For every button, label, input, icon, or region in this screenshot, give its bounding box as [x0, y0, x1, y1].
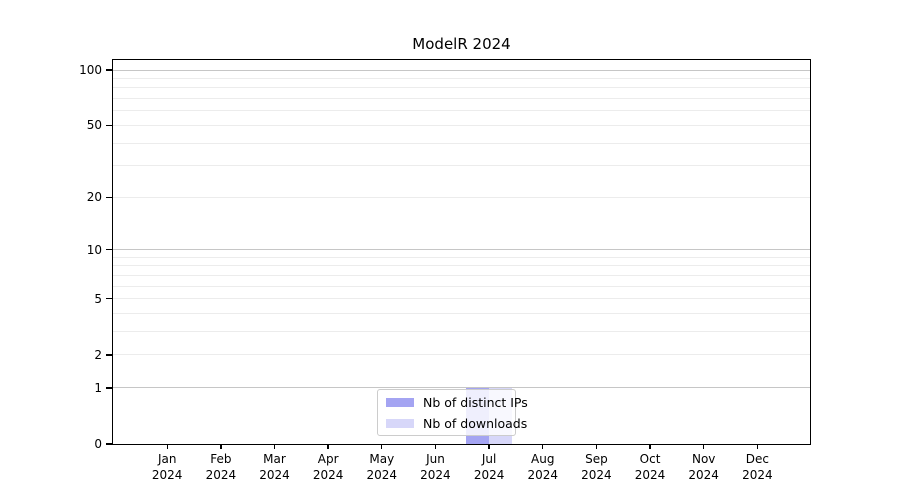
x-tick-month: Feb [210, 452, 232, 466]
y-tick-mark [106, 69, 112, 71]
x-tick-mark [273, 444, 276, 449]
gridline-minor [113, 274, 810, 276]
x-tick-label: Feb 2024 [189, 451, 253, 483]
x-tick-label: May 2024 [350, 451, 414, 483]
legend: Nb of distinct IPs Nb of downloads [377, 389, 528, 436]
x-tick-label: Dec 2024 [725, 451, 789, 483]
y-tick-label: 0 [94, 437, 102, 451]
plot-area: Nb of distinct IPs Nb of downloads [113, 60, 810, 444]
gridline-minor [113, 256, 810, 258]
gridline-minor [113, 142, 810, 144]
x-tick-month: Apr [317, 452, 339, 466]
x-tick-mark [327, 444, 329, 449]
x-tick-month: Dec [745, 452, 769, 466]
y-tick-label: 10 [86, 242, 102, 257]
x-tick-label: Nov 2024 [672, 451, 736, 483]
y-tick-label: 50 [86, 118, 102, 133]
legend-row: Nb of downloads [386, 416, 527, 431]
gridline-minor [113, 285, 810, 287]
legend-label: Nb of distinct IPs [423, 394, 528, 410]
x-tick-month: Nov [691, 452, 716, 466]
gridline-minor [113, 331, 810, 333]
x-tick-year: 2024 [259, 468, 290, 482]
x-tick-mark [220, 444, 222, 449]
x-tick-year: 2024 [205, 468, 237, 482]
y-tick-mark [106, 124, 112, 127]
x-tick-mark [703, 444, 705, 449]
x-tick-mark [595, 444, 598, 449]
x-tick-year: 2024 [527, 468, 559, 482]
x-tick-mark [434, 444, 437, 449]
x-tick-label: Apr 2024 [296, 451, 360, 483]
gridline-major [113, 69, 810, 71]
x-tick-label: Sep 2024 [564, 451, 628, 483]
x-tick-year: 2024 [634, 468, 666, 482]
gridline-minor [113, 77, 810, 79]
y-tick-label: 5 [94, 291, 102, 306]
y-tick-mark [106, 354, 112, 356]
legend-label: Nb of downloads [423, 415, 528, 431]
x-tick-month: Oct [639, 452, 661, 466]
x-tick-label: Jul 2024 [457, 451, 521, 483]
gridline-minor [113, 265, 810, 267]
x-tick-year: 2024 [420, 468, 451, 482]
gridline-minor [113, 124, 810, 126]
gridline-minor [113, 298, 810, 300]
gridline-minor [113, 196, 810, 198]
legend-swatch [386, 397, 414, 407]
x-tick-mark [649, 444, 651, 449]
y-tick-label: 20 [86, 190, 102, 205]
x-tick-year: 2024 [312, 468, 344, 482]
x-tick-year: 2024 [581, 468, 612, 482]
x-tick-year: 2024 [366, 468, 398, 482]
gridline-minor [113, 354, 810, 356]
x-tick-month: Jun [426, 452, 445, 466]
y-tick-label: 100 [79, 63, 102, 77]
x-tick-month: Mar [263, 452, 286, 466]
y-tick-mark [106, 196, 112, 198]
gridline-minor [113, 165, 810, 167]
gridline-major [113, 249, 810, 251]
x-tick-month: Jul [481, 452, 497, 466]
x-tick-mark [381, 444, 383, 449]
legend-row: Nb of distinct IPs [386, 395, 528, 410]
x-tick-year: 2024 [688, 468, 719, 482]
x-tick-month: May [369, 452, 395, 466]
x-tick-mark [488, 444, 490, 449]
x-tick-month: Aug [531, 452, 555, 466]
x-tick-year: 2024 [151, 468, 183, 482]
gridline-minor [113, 313, 810, 315]
gridline-minor [113, 87, 810, 89]
gridline-minor [113, 98, 810, 100]
x-tick-label: Jun 2024 [403, 451, 467, 483]
x-tick-mark [542, 444, 544, 449]
chart-title: ModelR 2024 [412, 35, 511, 53]
x-tick-year: 2024 [473, 468, 505, 482]
y-tick-label: 2 [94, 347, 102, 362]
y-tick-label: 1 [94, 380, 102, 395]
x-tick-label: Mar 2024 [243, 451, 307, 483]
gridline-minor [113, 110, 810, 112]
x-tick-month: Jan [157, 452, 177, 466]
y-tick-mark [106, 248, 112, 251]
legend-swatch [386, 418, 414, 428]
x-tick-year: 2024 [742, 468, 773, 482]
x-tick-mark [756, 444, 759, 449]
x-tick-month: Sep [585, 452, 608, 466]
gridline-major [113, 387, 810, 389]
x-tick-mark [166, 444, 168, 449]
x-tick-label: Aug 2024 [511, 451, 575, 483]
y-tick-mark [106, 387, 112, 389]
x-tick-label: Oct 2024 [618, 451, 682, 483]
y-tick-mark [106, 298, 112, 300]
x-tick-label: Jan 2024 [135, 451, 199, 483]
y-tick-mark [106, 443, 112, 445]
